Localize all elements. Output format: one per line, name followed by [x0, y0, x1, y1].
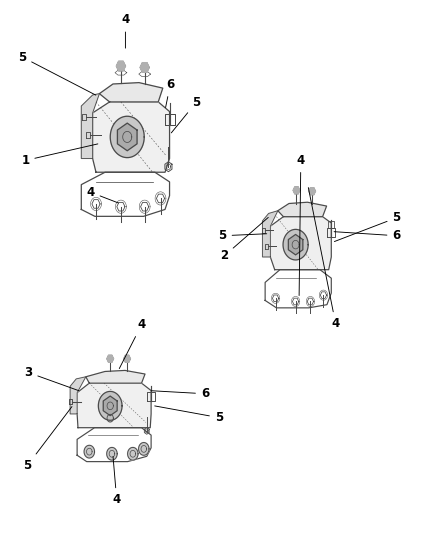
Polygon shape — [288, 235, 303, 255]
Polygon shape — [107, 447, 117, 460]
Text: 4: 4 — [308, 188, 340, 330]
Text: 4: 4 — [119, 318, 146, 369]
Text: 5: 5 — [23, 407, 72, 472]
Polygon shape — [81, 94, 99, 158]
Text: 1: 1 — [21, 144, 98, 167]
Polygon shape — [270, 216, 331, 270]
Text: 4: 4 — [86, 186, 118, 203]
Text: 5: 5 — [171, 95, 201, 133]
Polygon shape — [283, 229, 308, 260]
Polygon shape — [84, 445, 95, 458]
Polygon shape — [262, 211, 278, 257]
Polygon shape — [293, 187, 300, 194]
Text: 2: 2 — [220, 217, 268, 262]
Polygon shape — [107, 414, 113, 422]
Text: 5: 5 — [219, 229, 267, 242]
Text: 5: 5 — [155, 406, 223, 424]
Polygon shape — [99, 83, 163, 102]
Polygon shape — [99, 391, 122, 420]
Polygon shape — [77, 383, 151, 427]
Text: 5: 5 — [334, 211, 401, 241]
Polygon shape — [140, 63, 149, 72]
Polygon shape — [127, 447, 138, 460]
Text: 3: 3 — [25, 366, 79, 391]
Text: 6: 6 — [166, 78, 174, 108]
Polygon shape — [70, 377, 86, 414]
Text: 6: 6 — [334, 229, 401, 242]
Polygon shape — [103, 396, 117, 416]
Text: 5: 5 — [18, 51, 96, 95]
Text: 4: 4 — [121, 13, 130, 48]
Text: 4: 4 — [297, 154, 305, 295]
Polygon shape — [117, 123, 137, 151]
Polygon shape — [124, 356, 131, 362]
Text: 6: 6 — [151, 387, 209, 400]
Polygon shape — [110, 116, 144, 158]
Polygon shape — [107, 356, 113, 362]
Polygon shape — [309, 188, 315, 195]
Polygon shape — [92, 102, 170, 172]
Polygon shape — [278, 202, 327, 216]
Polygon shape — [138, 442, 149, 455]
Text: 4: 4 — [113, 457, 121, 506]
Polygon shape — [86, 370, 145, 383]
Polygon shape — [117, 61, 125, 71]
